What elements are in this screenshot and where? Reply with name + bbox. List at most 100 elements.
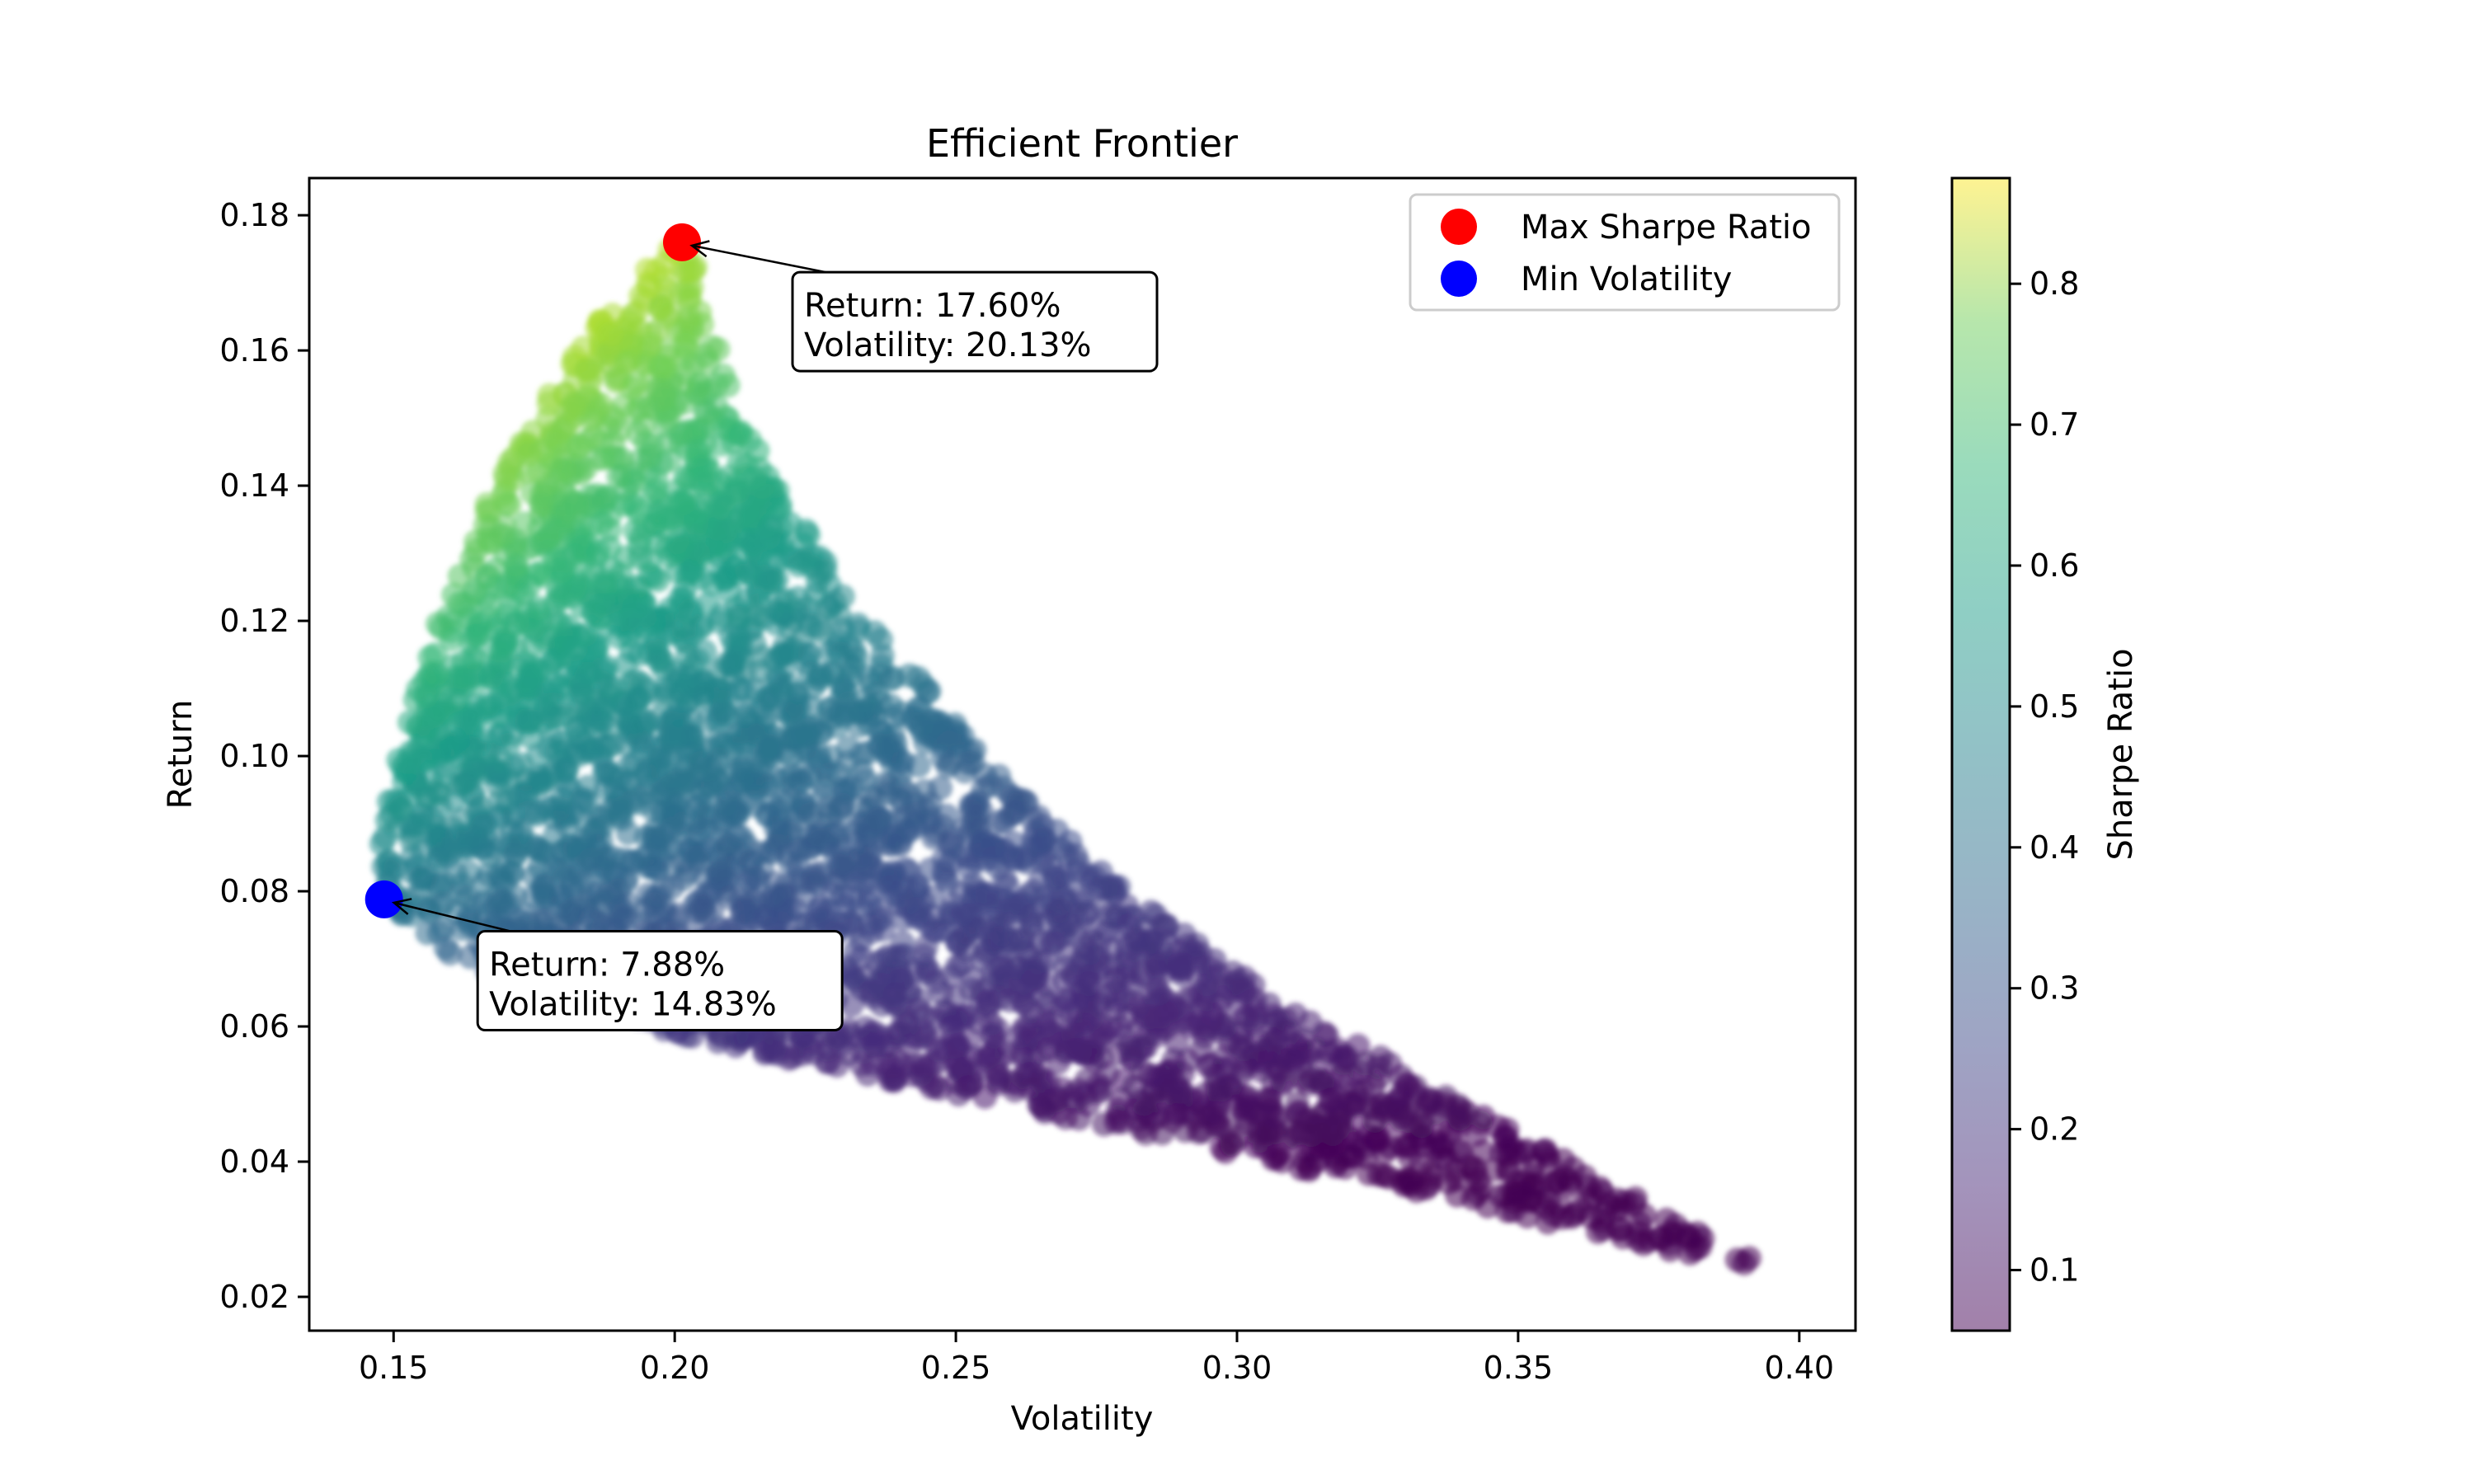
scatter-point (1333, 1155, 1358, 1181)
annotation-line: Volatility: 14.83% (489, 986, 777, 1024)
scatter-points (369, 231, 1762, 1276)
scatter-point (909, 713, 934, 739)
scatter-point (471, 871, 496, 896)
colorbar-frame (1950, 176, 2011, 1332)
scatter-point (619, 790, 645, 815)
scatter-point (908, 1062, 934, 1087)
scatter-point (830, 617, 856, 642)
scatter-point (599, 322, 624, 347)
scatter-point (1136, 1004, 1162, 1030)
scatter-point (833, 678, 858, 703)
scatter-point (1524, 1189, 1550, 1214)
scatter-point (627, 575, 652, 601)
scatter-point (758, 567, 783, 593)
scatter-point (1050, 862, 1075, 888)
scatter-point (585, 398, 610, 424)
scatter-point (576, 904, 602, 930)
colorbar-tick-label: 0.8 (2030, 265, 2079, 302)
scatter-point (1397, 1166, 1423, 1191)
scatter-point (1272, 1068, 1297, 1093)
colorbar-tick-label: 0.6 (2030, 547, 2079, 584)
scatter-point (1500, 1190, 1526, 1214)
scatter-point (1074, 1008, 1098, 1034)
scatter-point (938, 749, 963, 775)
scatter-point (978, 1011, 1004, 1036)
scatter-point (1128, 1115, 1154, 1141)
colorbar-tick-label: 0.2 (2030, 1111, 2079, 1148)
annotation-arrow (691, 244, 826, 274)
scatter-point (725, 479, 750, 505)
scatter-point (1067, 1039, 1093, 1064)
scatter-point (1389, 1081, 1413, 1106)
scatter-point (806, 821, 830, 847)
scatter-point (606, 463, 631, 489)
scatter-point (1263, 1105, 1288, 1130)
scatter-point (616, 754, 642, 779)
colorbar-tick-label: 0.1 (2030, 1252, 2079, 1289)
scatter-point (663, 619, 689, 645)
scatter-point (954, 937, 980, 962)
scatter-point (725, 823, 750, 848)
scatter-point (1103, 1110, 1129, 1135)
scatter-point (429, 616, 454, 641)
scatter-point (1363, 1097, 1389, 1122)
scatter-point (776, 899, 802, 924)
scatter-point (1461, 1155, 1487, 1181)
scatter-point (397, 710, 422, 735)
scatter-point (661, 804, 687, 829)
scatter-point (1687, 1234, 1713, 1260)
scatter-point (993, 841, 1018, 866)
scatter-point (781, 726, 807, 751)
scatter-point (549, 786, 575, 811)
scatter-point (1496, 1159, 1522, 1185)
scatter-point (816, 762, 840, 787)
y-tick-label: 0.16 (219, 332, 289, 369)
scatter-point (932, 918, 957, 943)
scatter-point (394, 749, 420, 774)
scatter-point (853, 768, 878, 792)
scatter-point (383, 855, 409, 881)
scatter-point (1233, 978, 1258, 1003)
legend-marker-min-volatility (1441, 261, 1477, 297)
scatter-point (906, 753, 932, 778)
scatter-point (685, 647, 711, 673)
y-axis-ticks: 0.02 0.04 0.06 0.08 0.10 0.12 0.14 0.16 0.18 (219, 197, 309, 1315)
scatter-point (595, 734, 620, 759)
annotation-box (476, 930, 844, 1032)
scatter-point (1465, 1181, 1490, 1207)
scatter-point (1230, 1036, 1255, 1062)
scatter-point (562, 491, 588, 516)
scatter-point (1102, 968, 1127, 993)
scatter-point (514, 668, 539, 693)
annotation-line: Return: 17.60% (804, 287, 1061, 325)
scatter-point (1107, 1014, 1132, 1040)
scatter-point (470, 814, 496, 839)
scatter-point (628, 525, 654, 551)
scatter-point (643, 477, 669, 503)
scatter-point (787, 694, 811, 720)
scatter-point (765, 798, 791, 824)
scatter-point (685, 438, 711, 463)
scatter-point (868, 627, 894, 652)
scatter-point (1148, 1088, 1174, 1114)
y-tick-label: 0.14 (219, 467, 289, 504)
scatter-point (1046, 1050, 1071, 1075)
scatter-point (981, 960, 1006, 985)
scatter-point (777, 614, 802, 640)
scatter-point (499, 722, 524, 747)
scatter-point (1150, 1120, 1175, 1146)
scatter-point (407, 866, 432, 891)
scatter-point (648, 294, 674, 319)
scatter-point (1186, 1120, 1211, 1145)
scatter-point (887, 1023, 911, 1049)
scatter-point (597, 798, 623, 824)
scatter-point (709, 495, 735, 521)
scatter-point (586, 538, 611, 564)
y-tick-label: 0.10 (219, 738, 289, 774)
scatter-point (728, 422, 754, 448)
scatter-point (1037, 1089, 1062, 1115)
scatter-point (516, 441, 542, 467)
scatter-point (680, 838, 705, 864)
scatter-point (825, 819, 850, 844)
